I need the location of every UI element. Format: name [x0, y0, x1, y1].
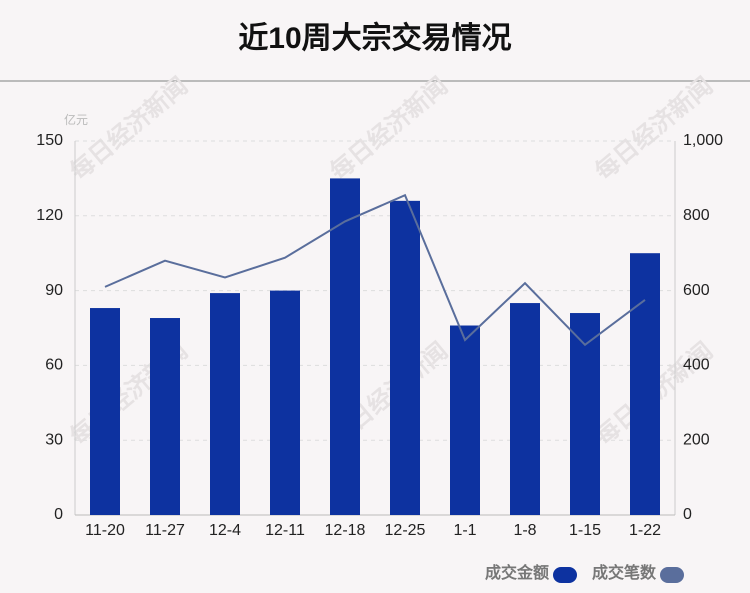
y2-tick-label: 600 — [683, 282, 710, 299]
bar — [630, 253, 660, 515]
y-tick-label: 60 — [45, 357, 63, 374]
bar — [570, 313, 600, 515]
y2-tick-label: 200 — [683, 431, 710, 448]
x-tick-label: 12-11 — [265, 522, 305, 539]
x-tick-label: 12-18 — [325, 522, 366, 539]
legend-label: 成交笔数 — [592, 563, 657, 582]
line — [104, 193, 646, 347]
x-tick-label: 1-8 — [513, 522, 536, 539]
bar — [210, 293, 240, 515]
legend-swatch — [660, 567, 684, 583]
x-tick-label: 1-22 — [629, 522, 661, 539]
x-tick-label: 12-4 — [209, 522, 241, 539]
y2-tick-label: 0 — [683, 506, 692, 523]
y-tick-label: 90 — [45, 282, 63, 299]
bar — [90, 308, 120, 515]
bar — [390, 200, 420, 515]
bar — [270, 290, 300, 515]
bar — [150, 318, 180, 515]
y-tick-label: 0 — [54, 506, 63, 523]
legend-label: 成交金额 — [485, 563, 549, 582]
x-tick-label: 12-25 — [385, 522, 426, 539]
y2-tick-label: 800 — [683, 207, 710, 224]
x-tick-label: 11-20 — [85, 522, 125, 539]
y2-tick-label: 400 — [683, 357, 710, 374]
x-tick-label: 1-1 — [453, 522, 476, 539]
chart-title: 近10周大宗交易情况 — [238, 21, 511, 55]
x-tick-label: 11-27 — [145, 522, 185, 539]
bar — [330, 178, 360, 515]
y2-tick-label: 1,000 — [683, 132, 723, 149]
x-tick-label: 1-15 — [569, 522, 601, 539]
bar — [450, 325, 480, 515]
y-unit: 亿元 — [64, 112, 88, 127]
y-tick-label: 150 — [36, 132, 63, 149]
legend-swatch — [553, 567, 577, 583]
y-tick-label: 120 — [36, 207, 63, 224]
bar — [510, 303, 540, 515]
y-tick-label: 30 — [45, 431, 63, 448]
